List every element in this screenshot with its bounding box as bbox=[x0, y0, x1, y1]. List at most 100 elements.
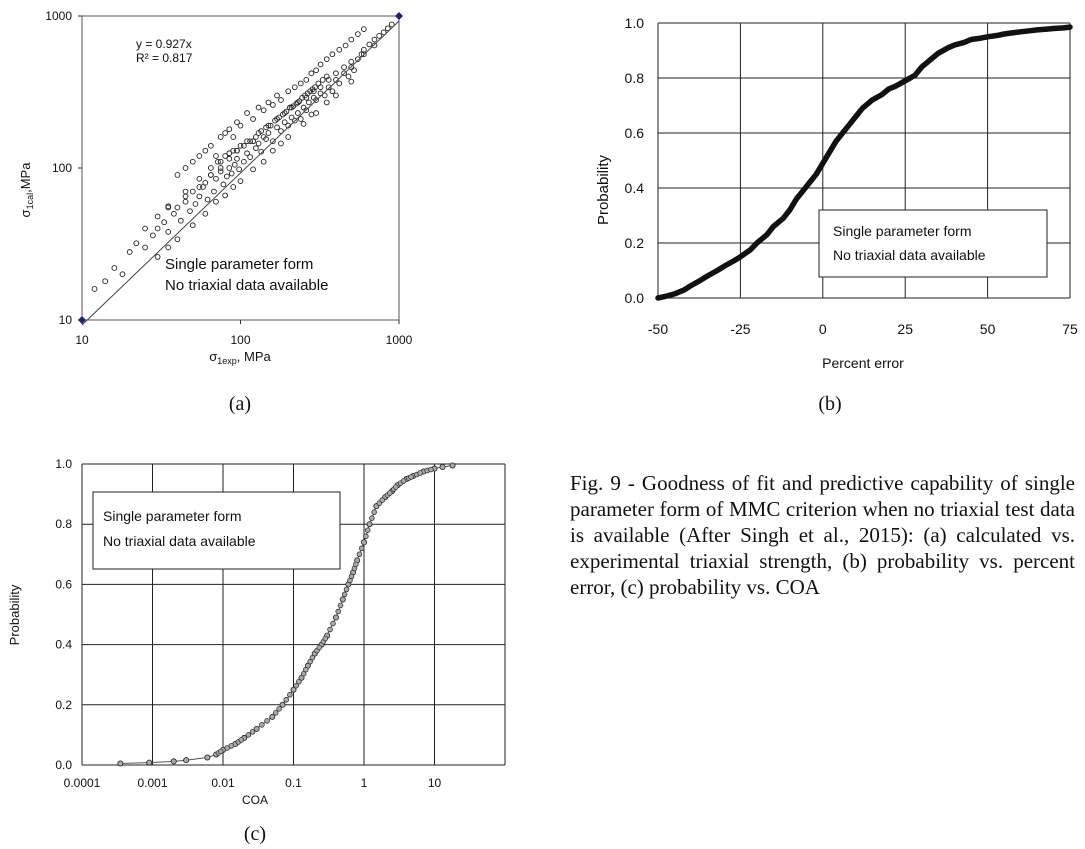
data-point-a bbox=[119, 271, 126, 278]
y-tick-label-a: 10 bbox=[59, 313, 73, 327]
y-tick-label-a: 100 bbox=[52, 161, 72, 175]
data-point-a bbox=[189, 188, 196, 195]
x-tick-label-a: 1000 bbox=[386, 333, 413, 347]
data-point-a bbox=[202, 147, 209, 154]
data-point-c bbox=[296, 678, 302, 685]
chart-b: -50 -25 0 25 50 75 0.0 0.2 0.4 0.6 0.8 1.0 Single pa… bbox=[595, 15, 1078, 415]
panel-label-a: (a) bbox=[229, 393, 251, 415]
data-point-c bbox=[364, 527, 371, 533]
y-axis-label-b: Probability bbox=[595, 154, 612, 225]
data-point-a bbox=[329, 51, 336, 58]
data-point-c bbox=[146, 759, 153, 766]
x-tick-label-b: -25 bbox=[730, 321, 750, 337]
data-point-c bbox=[369, 515, 375, 521]
data-point-c bbox=[279, 701, 286, 708]
data-point-a bbox=[154, 213, 161, 220]
data-point-a bbox=[230, 184, 237, 190]
data-point-a bbox=[303, 77, 310, 83]
data-point-c bbox=[358, 545, 365, 552]
data-point-a bbox=[263, 136, 269, 142]
data-point-a bbox=[217, 165, 224, 171]
data-point-a bbox=[202, 179, 209, 186]
data-point-a bbox=[230, 134, 237, 140]
data-point-a bbox=[196, 184, 203, 190]
data-point-a bbox=[226, 126, 233, 133]
data-point-a bbox=[376, 33, 383, 39]
data-point-a bbox=[222, 192, 228, 199]
data-point-a bbox=[207, 172, 214, 178]
data-point-c bbox=[290, 686, 297, 693]
data-point-a bbox=[244, 110, 250, 116]
data-point-a bbox=[313, 97, 319, 103]
data-point-a bbox=[274, 124, 280, 131]
data-point-a bbox=[265, 130, 272, 136]
data-point-a bbox=[217, 158, 224, 165]
data-point-c bbox=[400, 478, 407, 484]
data-point-a bbox=[241, 158, 247, 165]
data-point-a bbox=[297, 80, 304, 87]
data-point-c bbox=[183, 757, 190, 764]
data-point-a bbox=[291, 117, 298, 124]
y-tick-label-b: 0.4 bbox=[625, 180, 645, 196]
data-point-a bbox=[111, 265, 118, 271]
chart-c: 0.0001 0.001 0.01 0.1 1 10 0.0 0.2 0.4 0.6 0.8 1.0 S… bbox=[7, 457, 506, 845]
data-point-a bbox=[294, 99, 301, 106]
data-point-a bbox=[237, 122, 244, 129]
data-point-a bbox=[291, 84, 298, 91]
data-point-a bbox=[231, 161, 238, 168]
data-point-a bbox=[234, 119, 240, 126]
data-point-a bbox=[265, 99, 272, 106]
data-point-c bbox=[449, 462, 456, 469]
data-point-a bbox=[348, 58, 355, 65]
data-point-a bbox=[237, 178, 244, 184]
data-point-a bbox=[348, 36, 355, 43]
figure-caption: Fig. 9 - Goodness of fit and predictive … bbox=[570, 471, 1075, 599]
data-point-a bbox=[207, 165, 214, 171]
x-tick-label-c: 0.001 bbox=[137, 776, 167, 790]
data-point-c bbox=[228, 743, 235, 749]
data-point-a bbox=[126, 249, 133, 255]
x-tick-label-c: 0.0001 bbox=[64, 776, 101, 790]
data-point-a bbox=[102, 278, 109, 285]
data-point-a bbox=[336, 46, 343, 53]
data-point-a bbox=[211, 188, 217, 195]
data-point-a bbox=[142, 244, 148, 251]
data-point-c bbox=[287, 692, 293, 698]
y-tick-label-c: 0.4 bbox=[55, 638, 72, 652]
x-tick-label-b: 50 bbox=[980, 321, 996, 337]
data-point-a bbox=[182, 188, 189, 195]
data-point-c bbox=[363, 533, 369, 539]
x-axis-label-c: COA bbox=[242, 793, 268, 807]
data-point-a bbox=[204, 196, 211, 203]
data-point-c bbox=[337, 602, 344, 609]
panel-label-b: (b) bbox=[818, 393, 841, 415]
data-point-c bbox=[322, 635, 329, 642]
data-point-a bbox=[360, 51, 367, 58]
data-point-a bbox=[333, 70, 339, 77]
data-point-c bbox=[393, 484, 399, 490]
data-point-c bbox=[276, 706, 282, 712]
x-tick-label-b: 0 bbox=[819, 321, 827, 337]
data-point-a bbox=[329, 88, 336, 95]
annotation-line1-b: Single parameter form bbox=[833, 223, 972, 239]
data-point-a bbox=[384, 25, 391, 32]
plot-frame-a bbox=[81, 15, 400, 321]
data-point-a bbox=[192, 201, 199, 207]
data-point-a bbox=[348, 78, 355, 85]
y-tick-label-c: 0.2 bbox=[55, 698, 72, 712]
y-tick-label-c: 1.0 bbox=[55, 457, 72, 471]
data-point-a bbox=[207, 142, 214, 149]
data-point-a bbox=[276, 114, 282, 121]
data-point-c bbox=[330, 620, 336, 627]
data-point-a bbox=[360, 26, 367, 32]
data-point-a bbox=[215, 158, 221, 165]
data-point-a bbox=[230, 147, 237, 154]
data-point-a bbox=[317, 61, 324, 68]
data-point-a bbox=[323, 99, 330, 106]
data-point-a bbox=[182, 198, 189, 205]
data-point-a bbox=[196, 153, 203, 159]
data-point-c bbox=[307, 658, 313, 665]
data-point-a bbox=[234, 155, 240, 162]
x-tick-label-a: 10 bbox=[75, 333, 89, 347]
data-point-a bbox=[313, 110, 319, 116]
